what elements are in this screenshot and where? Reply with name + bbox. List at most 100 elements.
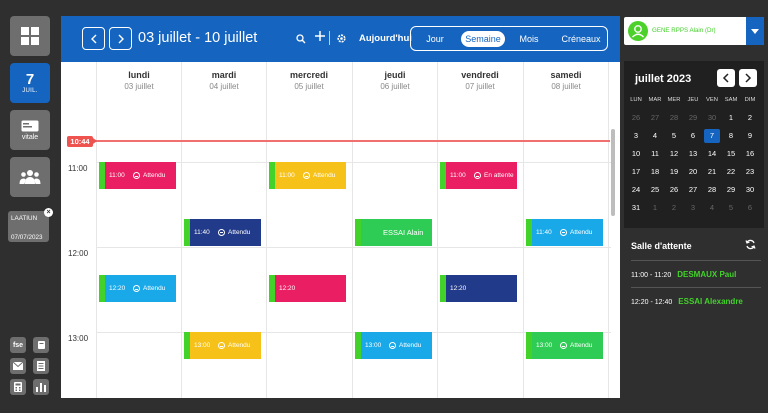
doctor-select[interactable]: GENE RPPS Alain (Dr): [624, 17, 764, 45]
mini-calendar-day[interactable]: 2: [747, 113, 753, 122]
mini-calendar-day[interactable]: 16: [745, 149, 755, 158]
waiting-room-entry[interactable]: 11:00 - 11:20 DESMAUX Paul: [631, 260, 761, 286]
mini-calendar-day[interactable]: 19: [669, 167, 679, 176]
search-button[interactable]: [296, 30, 306, 48]
mini-calendar-day[interactable]: 8: [728, 131, 734, 140]
mini-calendar-day[interactable]: 6: [747, 203, 753, 212]
mini-calendar-day[interactable]: 30: [745, 185, 755, 194]
mini-calendar-day[interactable]: 28: [669, 113, 679, 122]
appointment-block[interactable]: 11:00 Attendu: [99, 162, 176, 189]
appointment-block[interactable]: 13:00 Attendu: [526, 332, 603, 359]
add-appointment-button[interactable]: [314, 28, 326, 46]
status-circle-icon: [560, 228, 567, 236]
day-header-mardi[interactable]: mardi 04 juillet: [181, 70, 267, 91]
today-button[interactable]: Aujourd'hui: [359, 33, 412, 44]
mini-calendar-day[interactable]: 1: [652, 203, 658, 212]
tab-jour[interactable]: Jour: [426, 34, 444, 44]
refresh-icon: [745, 239, 756, 250]
appointment-block[interactable]: 11:40 Attendu: [526, 218, 603, 246]
current-patient-chip[interactable]: LAATIUN 07/07/2023 ×: [8, 208, 53, 242]
today-date-button[interactable]: 7 JUIL.: [10, 63, 50, 103]
appointment-status: Attendu: [303, 172, 335, 179]
mini-calendar-day[interactable]: 22: [726, 167, 736, 176]
mini-calendar-day[interactable]: 3: [633, 131, 639, 140]
tab-semaine[interactable]: Semaine: [461, 31, 505, 47]
appointment-time: 11:00: [109, 172, 125, 179]
mini-calendar-day[interactable]: 15: [726, 149, 736, 158]
mini-calendar-day[interactable]: 1: [728, 113, 734, 122]
document-button[interactable]: [33, 358, 49, 374]
mini-calendar-day[interactable]: 27: [650, 113, 660, 122]
tab-creneaux[interactable]: Créneaux: [561, 34, 601, 44]
mini-calendar-day[interactable]: 3: [690, 203, 696, 212]
mini-calendar-day[interactable]: 10: [631, 149, 641, 158]
appointment-time: 11:00: [279, 172, 295, 179]
mini-calendar-day[interactable]: 9: [747, 131, 753, 140]
mini-calendar-day[interactable]: 18: [650, 167, 660, 176]
mini-calendar-day[interactable]: 12: [669, 149, 679, 158]
mini-calendar-day[interactable]: 30: [707, 113, 717, 122]
mini-calendar-day[interactable]: 20: [688, 167, 698, 176]
mini-calendar-day[interactable]: 5: [728, 203, 734, 212]
mini-calendar-day[interactable]: 24: [631, 185, 641, 194]
mini-calendar-day[interactable]: 27: [688, 185, 698, 194]
day-header-mercredi[interactable]: mercredi 05 juillet: [266, 70, 352, 91]
appointment-block[interactable]: 11:00 Attendu: [269, 162, 346, 189]
mini-calendar-day[interactable]: 21: [707, 167, 717, 176]
appointment-block[interactable]: 12:20 Attendu: [99, 275, 176, 303]
mini-calendar-day[interactable]: 17: [631, 167, 641, 176]
appointment-block[interactable]: 13:00 Attendu: [355, 332, 432, 359]
day-header-samedi[interactable]: samedi 08 juillet: [523, 70, 609, 91]
day-header-vendredi[interactable]: vendredi 07 juillet: [437, 70, 523, 91]
appointment-block[interactable]: 11:00 En attente: [440, 162, 517, 189]
tab-mois[interactable]: Mois: [519, 34, 539, 44]
mini-calendar-day[interactable]: 13: [688, 149, 698, 158]
mini-calendar-day[interactable]: 29: [688, 113, 698, 122]
chevron-down-icon[interactable]: [746, 17, 764, 45]
mini-calendar-day[interactable]: 4: [652, 131, 658, 140]
stats-button[interactable]: [33, 379, 49, 395]
mail-button[interactable]: [10, 358, 26, 374]
appointment-status-text: Attendu: [399, 342, 422, 349]
fse-button[interactable]: fse: [10, 337, 26, 353]
mini-calendar-next-button[interactable]: [739, 69, 757, 87]
close-icon[interactable]: ×: [44, 208, 53, 217]
appointment-status: Attendu: [133, 172, 165, 179]
calendar-scrollbar[interactable]: [611, 129, 615, 216]
mini-calendar-day[interactable]: 4: [709, 203, 715, 212]
mini-calendar-day[interactable]: 11: [651, 149, 659, 158]
mini-calendar-day[interactable]: 5: [671, 131, 677, 140]
previous-week-button[interactable]: [82, 27, 105, 50]
mini-calendar-day[interactable]: 26: [631, 113, 641, 122]
next-week-button[interactable]: [109, 27, 132, 50]
appointment-status: Attendu: [218, 342, 250, 349]
mini-calendar-prev-button[interactable]: [717, 69, 735, 87]
appointment-time: 13:00: [536, 342, 553, 349]
appointment-block[interactable]: 11:40 Attendu: [184, 218, 261, 246]
day-header-lundi[interactable]: lundi 03 juillet: [96, 70, 182, 91]
day-header-jeudi[interactable]: jeudi 06 juillet: [352, 70, 438, 91]
cup-button[interactable]: [33, 337, 49, 353]
appointment-block[interactable]: 12:20: [269, 275, 346, 303]
appointment-block[interactable]: ESSAI Alain: [355, 218, 432, 246]
mini-calendar-day[interactable]: 28: [707, 185, 717, 194]
appointment-block[interactable]: 12:20: [440, 275, 517, 303]
mini-calendar-day[interactable]: 29: [726, 185, 736, 194]
appointment-block[interactable]: 13:00 Attendu: [184, 332, 261, 359]
vitale-card-button[interactable]: vitale: [10, 110, 50, 150]
mini-calendar-day[interactable]: 23: [745, 167, 755, 176]
settings-button[interactable]: [336, 30, 347, 48]
refresh-button[interactable]: [745, 239, 756, 253]
mini-calendar-day[interactable]: 26: [669, 185, 679, 194]
mini-calendar-day[interactable]: 14: [707, 149, 717, 158]
mini-calendar-day[interactable]: 31: [631, 203, 641, 212]
patients-button[interactable]: [10, 157, 50, 197]
calculator-button[interactable]: [10, 379, 26, 395]
waiting-room-entry[interactable]: 12:20 - 12:40 ESSAI Alexandre: [631, 287, 761, 313]
mini-calendar-day[interactable]: 6: [690, 131, 696, 140]
mini-calendar-day[interactable]: 7: [704, 129, 720, 143]
apps-grid-button[interactable]: [10, 16, 50, 56]
mini-calendar-day[interactable]: 25: [650, 185, 660, 194]
mini-calendar-day[interactable]: 2: [671, 203, 677, 212]
hour-line: [97, 332, 611, 333]
